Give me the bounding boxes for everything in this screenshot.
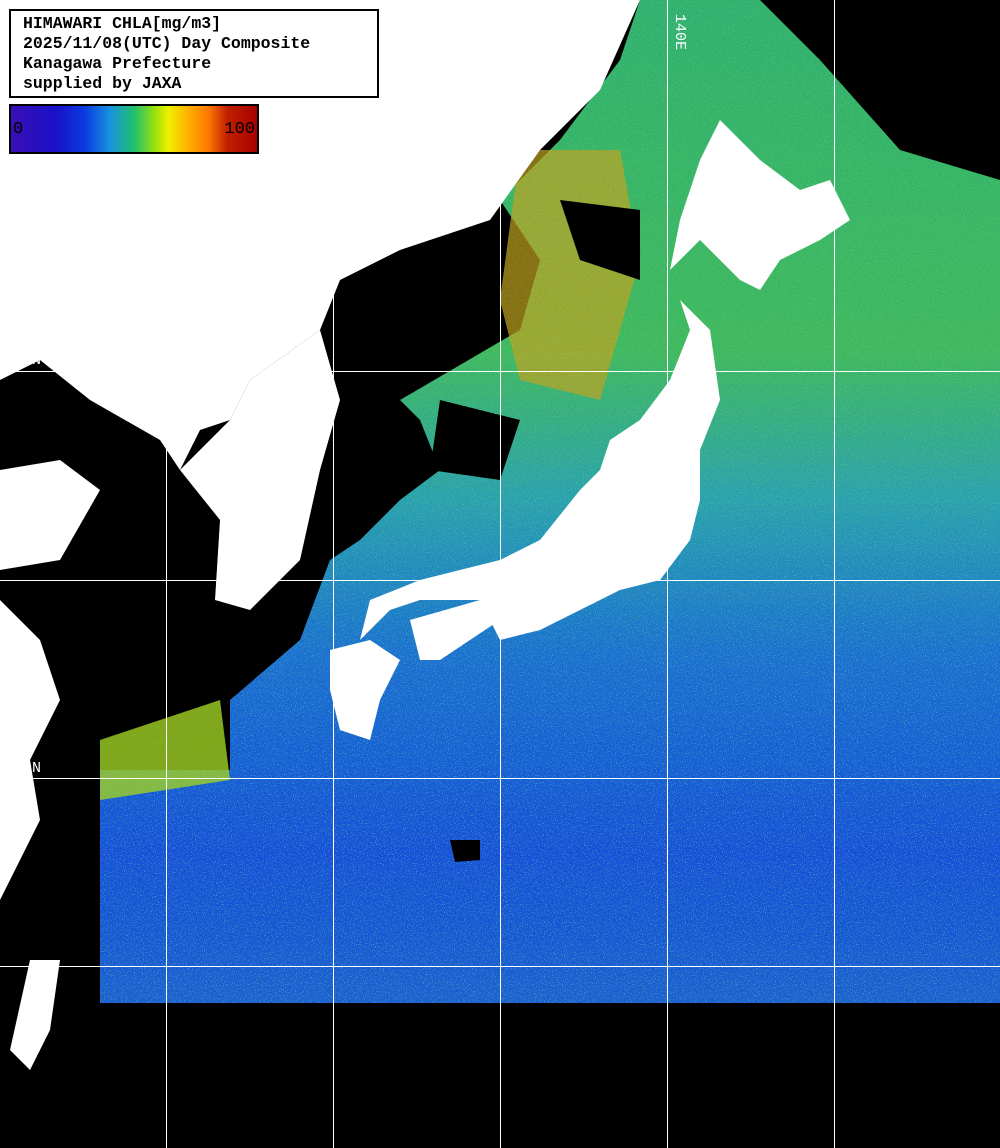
title-date: 2025/11/08(UTC) Day Composite bbox=[23, 34, 311, 53]
land-china-coast bbox=[0, 460, 100, 570]
land-honshu bbox=[360, 300, 720, 640]
land-shikoku bbox=[410, 600, 500, 660]
colorbar-min-label: 0 bbox=[13, 120, 24, 139]
land-korea bbox=[180, 330, 340, 610]
lat-label-30n: 30N bbox=[14, 760, 42, 777]
colorbar-legend: 0 100 bbox=[9, 104, 259, 154]
land-hokkaido bbox=[670, 120, 850, 290]
land-taiwan bbox=[10, 960, 60, 1070]
title-region: Kanagawa Prefecture bbox=[23, 54, 212, 73]
land-kyushu bbox=[330, 640, 400, 740]
cloud-gaps bbox=[430, 0, 1000, 862]
land-china-south bbox=[0, 600, 60, 900]
lon-label-140e: 140E bbox=[671, 14, 688, 51]
lat-label-40n: 40N bbox=[14, 352, 42, 369]
title-product: HIMAWARI CHLA[mg/m3] bbox=[23, 14, 222, 33]
land-sakhalin-island bbox=[400, 125, 425, 165]
title-box: HIMAWARI CHLA[mg/m3] 2025/11/08(UTC) Day… bbox=[9, 9, 379, 98]
colorbar-max-label: 100 bbox=[224, 120, 255, 139]
title-credit: supplied by JAXA bbox=[23, 74, 182, 93]
yellow-sea-patch bbox=[100, 700, 230, 800]
